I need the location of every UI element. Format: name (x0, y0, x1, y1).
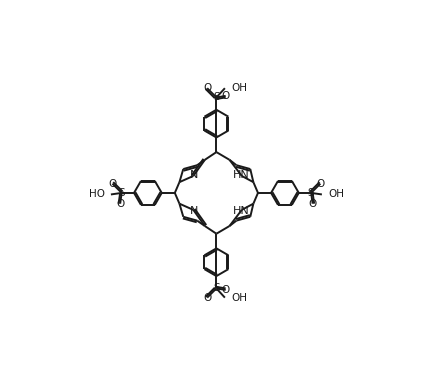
Text: OH: OH (328, 189, 344, 199)
Text: O: O (108, 179, 117, 189)
Text: HN: HN (233, 170, 250, 180)
Text: OH: OH (231, 83, 247, 93)
Text: S: S (308, 188, 314, 198)
Text: O: O (316, 179, 324, 189)
Text: O: O (203, 293, 211, 303)
Text: O: O (116, 199, 124, 209)
Text: O: O (222, 285, 230, 295)
Text: HO: HO (89, 189, 105, 199)
Text: O: O (308, 199, 317, 209)
Text: N: N (190, 170, 198, 180)
Text: O: O (222, 91, 230, 101)
Text: HN: HN (233, 206, 250, 215)
Text: S: S (118, 188, 125, 198)
Text: N: N (190, 206, 198, 215)
Text: S: S (213, 283, 220, 293)
Text: O: O (203, 83, 211, 93)
Text: OH: OH (231, 293, 247, 303)
Text: S: S (213, 92, 220, 102)
